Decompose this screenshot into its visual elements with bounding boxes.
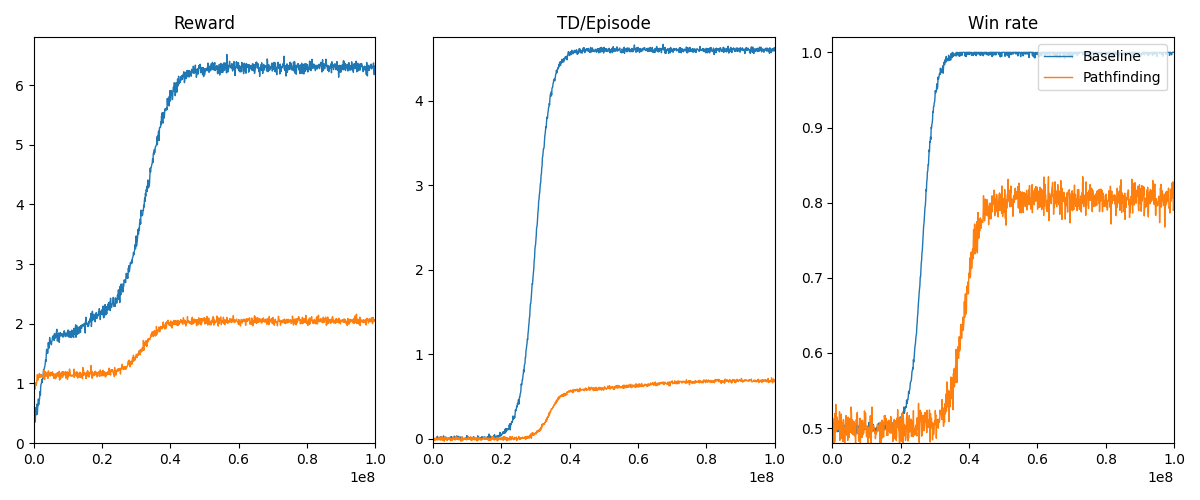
Pathfinding	[1060, 198, 1074, 203]
Baseline	[1166, 50, 1181, 56]
Line: Baseline: Baseline	[833, 52, 1174, 434]
Baseline	[848, 432, 863, 438]
Baseline	[1098, 56, 1112, 62]
Pathfinding	[826, 428, 840, 434]
Title: Reward: Reward	[174, 15, 235, 33]
Baseline	[1092, 50, 1106, 56]
Pathfinding	[874, 458, 888, 464]
Pathfinding	[964, 257, 978, 263]
Pathfinding	[1075, 174, 1090, 180]
Baseline	[860, 424, 875, 430]
Baseline	[964, 51, 978, 57]
Title: Win rate: Win rate	[968, 15, 1038, 33]
Title: TD/Episode: TD/Episode	[557, 15, 650, 33]
Baseline	[1061, 51, 1075, 57]
Baseline	[946, 50, 960, 56]
Pathfinding	[1166, 204, 1181, 210]
Pathfinding	[1098, 192, 1112, 198]
Pathfinding	[976, 210, 990, 216]
Baseline	[826, 424, 840, 430]
Pathfinding	[860, 424, 875, 430]
Legend: Baseline, Pathfinding: Baseline, Pathfinding	[1038, 44, 1168, 90]
Line: Pathfinding: Pathfinding	[833, 176, 1174, 462]
Baseline	[977, 50, 991, 56]
Pathfinding	[1092, 208, 1106, 214]
